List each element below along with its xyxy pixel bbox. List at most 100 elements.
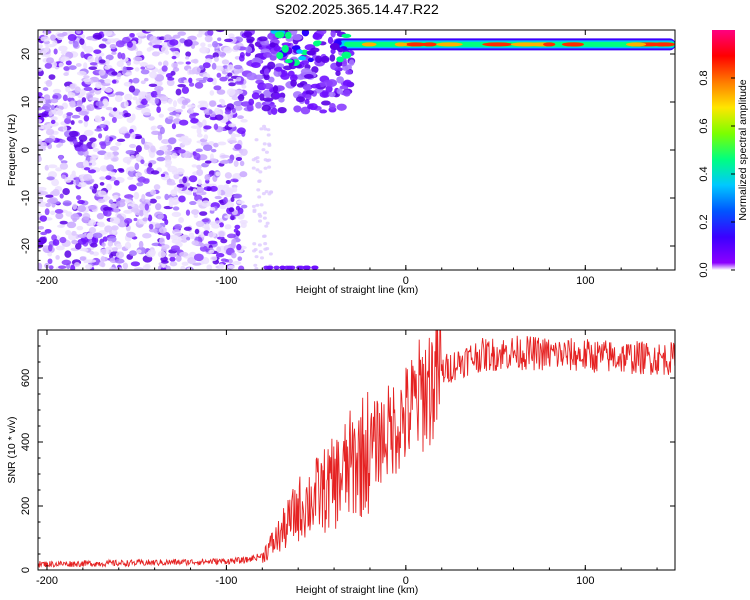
spectrogram-cell bbox=[128, 166, 135, 172]
spectrogram-cell bbox=[262, 97, 274, 102]
spectrogram-cell bbox=[129, 155, 135, 160]
spectrogram-cell bbox=[185, 61, 191, 65]
spectrogram-cell bbox=[174, 223, 183, 230]
spectrogram-cell bbox=[203, 134, 209, 140]
spectrogram-cell bbox=[42, 87, 49, 91]
spectral-line-peak bbox=[422, 42, 437, 47]
spectrogram-cell bbox=[70, 120, 75, 125]
spectrogram-cell bbox=[128, 184, 137, 191]
spectrogram-cell bbox=[115, 141, 122, 146]
spectrogram-cell bbox=[113, 207, 120, 213]
spectrogram-cell bbox=[70, 264, 76, 270]
spectrogram-cell bbox=[191, 164, 198, 168]
spectrogram-cell bbox=[228, 123, 237, 128]
spectrogram-cell bbox=[194, 228, 200, 235]
spectrogram-cell bbox=[158, 226, 167, 234]
spectrogram-cell bbox=[266, 128, 271, 132]
spectrogram-cell bbox=[70, 213, 80, 221]
spectrogram-cell bbox=[258, 170, 263, 174]
spectrogram-cell bbox=[85, 264, 93, 270]
spectrogram-cell bbox=[44, 208, 50, 216]
spectrogram-cell bbox=[60, 160, 68, 164]
spectrogram-cell bbox=[284, 59, 293, 64]
spectrogram-cell bbox=[328, 91, 336, 98]
spectrogram-cell bbox=[164, 150, 172, 156]
spectrogram-cell bbox=[119, 199, 126, 203]
spectrogram-cell bbox=[45, 194, 54, 198]
colorbar-tick-label: 0.8 bbox=[698, 70, 710, 85]
spectrogram-cell bbox=[135, 145, 142, 153]
spectrogram-cell bbox=[68, 39, 74, 45]
spectrogram-cell bbox=[138, 240, 144, 249]
spectrogram-cell bbox=[141, 193, 146, 202]
spectrogram-cell bbox=[220, 154, 230, 159]
spectrogram-cell bbox=[221, 59, 230, 65]
spectrogram-cell bbox=[257, 179, 262, 183]
spectrogram-cell bbox=[156, 106, 161, 114]
spectrogram-cell bbox=[178, 217, 185, 224]
spectrogram-cell bbox=[264, 150, 269, 154]
spectrogram-cell bbox=[114, 258, 125, 264]
spectrogram-cell bbox=[90, 242, 98, 248]
spectrogram-cell bbox=[147, 214, 153, 222]
spectrogram-cell bbox=[99, 181, 105, 186]
spectrogram-cell bbox=[88, 66, 98, 71]
spectrogram-cell bbox=[210, 256, 218, 262]
spectrogram-cell bbox=[236, 127, 246, 135]
snr-y-tick-label: 200 bbox=[20, 497, 32, 515]
spectrogram-cell bbox=[133, 191, 140, 200]
spectrogram-cell bbox=[329, 54, 336, 62]
spectrogram-cell bbox=[255, 156, 260, 160]
spectrogram-cell bbox=[100, 142, 107, 150]
spectrogram-cell bbox=[246, 61, 253, 66]
spectrogram-cell bbox=[289, 74, 298, 82]
spectrogram-cell bbox=[319, 109, 328, 114]
spectrogram-cell bbox=[135, 98, 141, 106]
spectrogram-cell bbox=[111, 51, 117, 55]
spectrogram-cell bbox=[111, 79, 117, 84]
spectral-line-peak bbox=[361, 42, 377, 47]
spectrogram-cell bbox=[78, 119, 83, 124]
spectrogram-cell bbox=[136, 50, 143, 56]
spectrogram-cell bbox=[186, 191, 193, 196]
spectrogram-cell bbox=[99, 248, 110, 255]
spectrogram-cell bbox=[107, 240, 114, 247]
spectrogram-cell bbox=[163, 34, 172, 42]
spectrogram-cell bbox=[126, 41, 133, 48]
spectrogram-cell bbox=[143, 209, 148, 216]
spectrogram-cell bbox=[271, 107, 278, 115]
spectrogram-cell bbox=[61, 174, 67, 179]
spectrogram-cell bbox=[262, 142, 267, 146]
spectrogram-cell bbox=[122, 199, 132, 203]
spectrogram-cell bbox=[123, 100, 129, 108]
spectrogram-cell bbox=[241, 84, 247, 89]
spectrogram-cell bbox=[223, 46, 233, 54]
spectrogram-cell bbox=[47, 258, 53, 265]
spectrogram-cell bbox=[233, 228, 239, 233]
spectrogram-cell bbox=[165, 73, 173, 79]
spectrogram-cell bbox=[184, 39, 193, 47]
spectrogram-cell bbox=[232, 260, 242, 265]
spectrogram-cell bbox=[144, 77, 149, 82]
snr-x-label: Height of straight line (km) bbox=[296, 584, 419, 596]
spectrogram-cell bbox=[151, 125, 158, 130]
spectrogram-cell bbox=[122, 262, 129, 270]
spectrogram-cell bbox=[133, 56, 143, 62]
spectrogram-cell bbox=[194, 81, 204, 89]
spectrogram-cell bbox=[236, 76, 242, 82]
spectrogram-cell bbox=[141, 137, 146, 145]
spectrogram-cell bbox=[234, 80, 244, 85]
spectrogram-cell bbox=[84, 129, 94, 137]
spectrogram-cell bbox=[111, 247, 118, 252]
spectrogram-cell bbox=[89, 186, 95, 190]
spectrogram-cell bbox=[47, 244, 53, 252]
spectrogram-cell bbox=[148, 116, 155, 121]
spectrogram-cell bbox=[217, 37, 222, 42]
spectrogram-cell bbox=[296, 49, 303, 54]
spectrogram-cell bbox=[83, 248, 89, 252]
spectrogram-cell bbox=[305, 89, 315, 95]
spectrogram-cell bbox=[190, 117, 199, 124]
spectrogram-cell bbox=[231, 96, 239, 101]
spectrogram-cell bbox=[106, 164, 115, 172]
spectrogram-cell bbox=[86, 232, 94, 240]
